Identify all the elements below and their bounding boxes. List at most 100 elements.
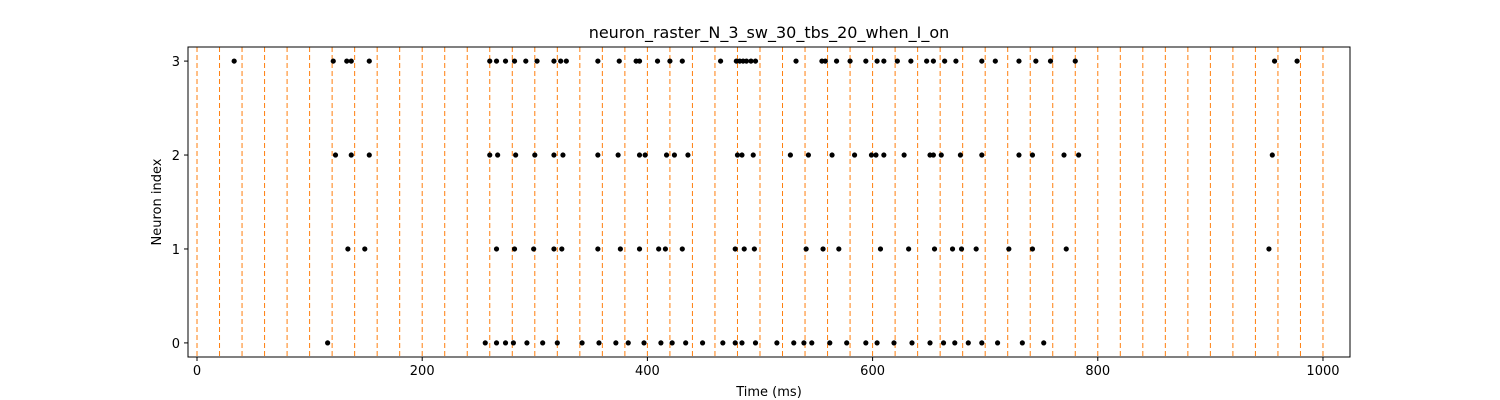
spike-point bbox=[1061, 152, 1067, 158]
spike-point bbox=[752, 58, 759, 64]
spike-point bbox=[1033, 58, 1039, 64]
spike-point bbox=[720, 340, 726, 346]
x-tick-label: 1000 bbox=[1306, 364, 1339, 379]
spike-point bbox=[868, 152, 875, 158]
spike-point bbox=[909, 340, 915, 346]
spike-point bbox=[656, 246, 662, 252]
spike-point bbox=[1266, 246, 1272, 252]
spike-point bbox=[741, 246, 747, 252]
spike-point bbox=[613, 340, 619, 346]
spike-point bbox=[362, 246, 368, 252]
spike-point bbox=[965, 340, 971, 346]
spike-point bbox=[877, 246, 884, 252]
spike-point bbox=[616, 58, 622, 64]
spike-points bbox=[231, 58, 1300, 346]
spike-point bbox=[930, 152, 936, 158]
spike-point bbox=[366, 58, 372, 64]
spike-point bbox=[662, 246, 669, 252]
y-tick-label: 2 bbox=[172, 149, 180, 164]
y-tick-label: 1 bbox=[172, 243, 180, 258]
spike-point bbox=[330, 58, 336, 64]
spike-point bbox=[805, 152, 812, 158]
spike-point bbox=[863, 58, 869, 64]
spike-point bbox=[487, 58, 493, 64]
spike-point bbox=[1269, 152, 1275, 158]
spike-point bbox=[487, 152, 493, 158]
spike-point bbox=[1019, 340, 1025, 346]
spike-point bbox=[231, 58, 237, 64]
spike-point bbox=[667, 58, 673, 64]
spike-point bbox=[940, 340, 947, 346]
spike-point bbox=[1029, 246, 1036, 252]
spike-point bbox=[873, 152, 879, 158]
spike-point bbox=[851, 152, 858, 158]
spike-point bbox=[1041, 340, 1047, 346]
x-tick-label: 400 bbox=[635, 364, 660, 379]
spike-point bbox=[874, 58, 880, 64]
spike-point bbox=[671, 152, 678, 158]
spike-point bbox=[579, 340, 585, 346]
spike-point bbox=[820, 246, 826, 252]
spike-point bbox=[750, 152, 756, 158]
x-tick-label: 0 bbox=[193, 364, 201, 379]
spike-point bbox=[958, 246, 965, 252]
spike-point bbox=[844, 340, 850, 346]
spike-point bbox=[560, 152, 566, 158]
spike-point bbox=[348, 58, 354, 64]
chart-title: neuron_raster_N_3_sw_30_tbs_20_when_I_on bbox=[589, 23, 950, 43]
spike-point bbox=[679, 58, 685, 64]
spike-point bbox=[803, 246, 809, 252]
y-axis-ticks: 0 1 2 3 bbox=[172, 55, 188, 352]
spike-point bbox=[532, 152, 538, 158]
spike-point bbox=[924, 58, 930, 64]
spike-point bbox=[739, 152, 745, 158]
spike-point bbox=[344, 58, 350, 64]
spike-point bbox=[510, 340, 517, 346]
spike-point bbox=[345, 246, 351, 252]
spike-point bbox=[654, 58, 661, 64]
x-axis-label: Time (ms) bbox=[735, 385, 802, 400]
spike-point bbox=[930, 58, 936, 64]
spike-point bbox=[822, 58, 828, 64]
spike-point bbox=[863, 340, 869, 346]
spike-point bbox=[551, 246, 557, 252]
spike-point bbox=[554, 340, 560, 346]
spike-point bbox=[809, 340, 815, 346]
spike-point bbox=[979, 58, 985, 64]
spike-point bbox=[511, 58, 518, 64]
spike-point bbox=[1047, 58, 1054, 64]
spike-point bbox=[717, 58, 724, 64]
spike-point bbox=[1016, 58, 1022, 64]
spike-point bbox=[617, 246, 623, 252]
spike-point bbox=[531, 246, 537, 252]
spike-point bbox=[625, 340, 631, 346]
spike-point bbox=[833, 58, 840, 64]
spike-point bbox=[563, 58, 569, 64]
spike-point bbox=[752, 340, 759, 346]
spike-point bbox=[699, 340, 706, 346]
spike-point bbox=[992, 58, 998, 64]
spike-point bbox=[906, 246, 912, 252]
spike-point bbox=[732, 246, 738, 252]
x-tick-label: 200 bbox=[410, 364, 435, 379]
spike-point bbox=[801, 340, 807, 346]
spike-point bbox=[739, 340, 745, 346]
spike-point bbox=[1294, 58, 1300, 64]
spike-point bbox=[829, 152, 835, 158]
spike-point bbox=[595, 152, 601, 158]
spike-point bbox=[559, 246, 565, 252]
spike-point bbox=[332, 152, 339, 158]
spike-point bbox=[1076, 152, 1082, 158]
spike-point bbox=[558, 58, 564, 64]
plot-frame bbox=[187, 46, 1351, 358]
spike-point bbox=[1271, 58, 1278, 64]
spike-point bbox=[881, 58, 887, 64]
spike-point bbox=[994, 340, 1001, 346]
spike-point bbox=[658, 340, 664, 346]
x-tick-label: 800 bbox=[1085, 364, 1110, 379]
spike-point bbox=[642, 152, 648, 158]
y-axis-label: Neuron index bbox=[150, 158, 165, 245]
spike-point bbox=[743, 58, 750, 64]
spike-point bbox=[874, 340, 880, 346]
